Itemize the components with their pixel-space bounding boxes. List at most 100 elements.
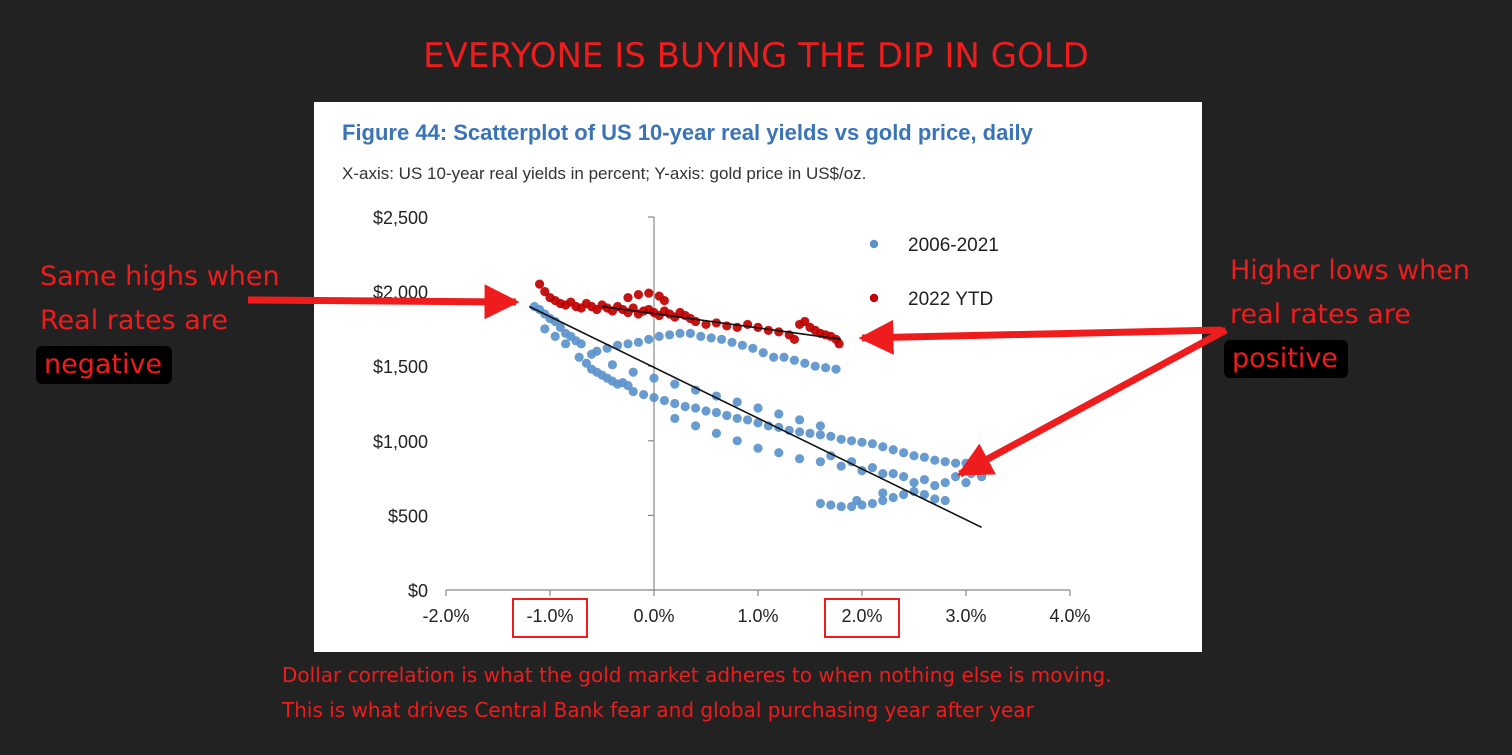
point-2006-2021: [899, 448, 909, 458]
point-2006-2021: [867, 439, 878, 449]
point-2006-2021: [696, 331, 706, 341]
point-2006-2021: [691, 421, 701, 431]
x-tick-label: 4.0%: [1049, 606, 1090, 626]
left-annotation-line1: Same highs when: [40, 261, 280, 292]
y-tick-label: $1,000: [373, 432, 428, 452]
highlight-box-2.0pct: [824, 598, 900, 638]
footer-line1: Dollar correlation is what the gold mark…: [282, 663, 1112, 687]
point-2006-2021: [550, 316, 560, 327]
point-2006-2021: [732, 413, 742, 424]
point-2006-2021: [857, 437, 867, 447]
point-2006-2021: [540, 324, 550, 334]
point-2022-ytd: [763, 325, 773, 335]
x-tick-label: -2.0%: [422, 606, 469, 626]
point-2006-2021: [644, 334, 654, 344]
point-2022-ytd: [774, 327, 784, 337]
point-2006-2021: [753, 443, 763, 453]
point-2006-2021: [815, 421, 825, 431]
y-tick-label: $2,000: [373, 283, 428, 303]
point-2006-2021: [930, 494, 940, 504]
point-2006-2021: [951, 458, 961, 468]
point-2006-2021: [826, 431, 836, 441]
point-2006-2021: [743, 415, 753, 425]
point-2006-2021: [691, 385, 701, 395]
point-2006-2021: [774, 409, 784, 419]
point-2006-2021: [685, 328, 695, 338]
point-2006-2021: [909, 451, 919, 461]
point-2006-2021: [826, 500, 836, 510]
point-2006-2021: [810, 361, 820, 371]
point-2006-2021: [613, 340, 623, 350]
point-2022-ytd: [623, 292, 633, 303]
point-2006-2021: [639, 389, 649, 400]
point-2006-2021: [878, 469, 888, 479]
point-2006-2021: [748, 343, 758, 353]
point-2022-ytd: [834, 339, 844, 349]
point-2006-2021: [966, 469, 976, 479]
point-2022-ytd: [644, 288, 654, 298]
left-annotation-line2: Real rates are: [40, 305, 228, 336]
point-2006-2021: [888, 445, 898, 455]
y-tick-label: $500: [388, 506, 428, 526]
highlight-box--1.0pct: [512, 598, 588, 638]
point-2006-2021: [753, 418, 763, 428]
headline: EVERYONE IS BUYING THE DIP IN GOLD: [423, 36, 1089, 76]
scatter-chart: -2.0% -1.0% 0.0% 1.0% 2.0% 3.0% 4.0% $0 $500 $1,0…: [373, 208, 1091, 638]
point-2006-2021: [815, 457, 825, 467]
point-2006-2021: [680, 401, 690, 412]
footer-caption: Dollar correlation is what the gold mark…: [282, 658, 1112, 728]
point-2006-2021: [836, 501, 846, 512]
x-tick-label: 0.0%: [633, 606, 674, 626]
right-annotation-highlight: positive: [1224, 340, 1348, 378]
point-2006-2021: [701, 406, 711, 416]
point-2006-2021: [878, 488, 888, 498]
point-2006-2021: [628, 386, 638, 397]
point-2006-2021: [717, 334, 727, 344]
point-2006-2021: [649, 373, 659, 383]
point-2006-2021: [628, 367, 638, 377]
point-2006-2021: [711, 407, 721, 418]
point-2006-2021: [633, 337, 643, 347]
legend-marker-2022-ytd: [869, 293, 879, 303]
x-tick-label: 2.0%: [841, 606, 882, 626]
point-2006-2021: [732, 436, 742, 446]
point-2006-2021: [659, 395, 669, 406]
point-2006-2021: [836, 461, 846, 471]
point-2006-2021: [706, 333, 716, 343]
footer-line2: This is what drives Central Bank fear an…: [282, 698, 1034, 722]
point-2006-2021: [847, 457, 857, 467]
point-2006-2021: [711, 428, 721, 438]
point-2006-2021: [623, 380, 633, 391]
point-2006-2021: [836, 434, 846, 444]
point-2006-2021: [909, 477, 919, 488]
point-2006-2021: [670, 413, 680, 424]
chart-panel: Figure 44: Scatterplot of US 10-year rea…: [314, 102, 1202, 652]
point-2006-2021: [899, 472, 909, 482]
point-2006-2021: [574, 352, 584, 362]
point-2006-2021: [930, 455, 940, 465]
right-annotation-line1: Higher lows when: [1230, 255, 1471, 286]
point-2006-2021: [899, 489, 909, 500]
point-2006-2021: [649, 392, 659, 403]
point-2006-2021: [795, 427, 805, 437]
point-2006-2021: [815, 430, 825, 440]
point-2006-2021: [789, 355, 799, 365]
point-2006-2021: [753, 403, 763, 413]
point-2006-2021: [919, 489, 930, 500]
y-tick-label: $1,500: [373, 357, 428, 377]
point-2006-2021: [607, 360, 617, 370]
point-2006-2021: [919, 474, 930, 485]
point-2022-ytd: [701, 319, 711, 330]
point-2006-2021: [581, 358, 591, 368]
point-2006-2021: [821, 363, 831, 373]
point-2006-2021: [779, 352, 789, 362]
point-2006-2021: [654, 331, 664, 341]
point-2006-2021: [878, 495, 888, 506]
point-2006-2021: [961, 477, 971, 488]
point-2006-2021: [623, 339, 633, 349]
point-2022-ytd: [535, 279, 545, 289]
point-2006-2021: [675, 328, 685, 338]
point-2006-2021: [758, 348, 768, 358]
point-2006-2021: [878, 442, 888, 452]
point-2006-2021: [737, 340, 747, 350]
